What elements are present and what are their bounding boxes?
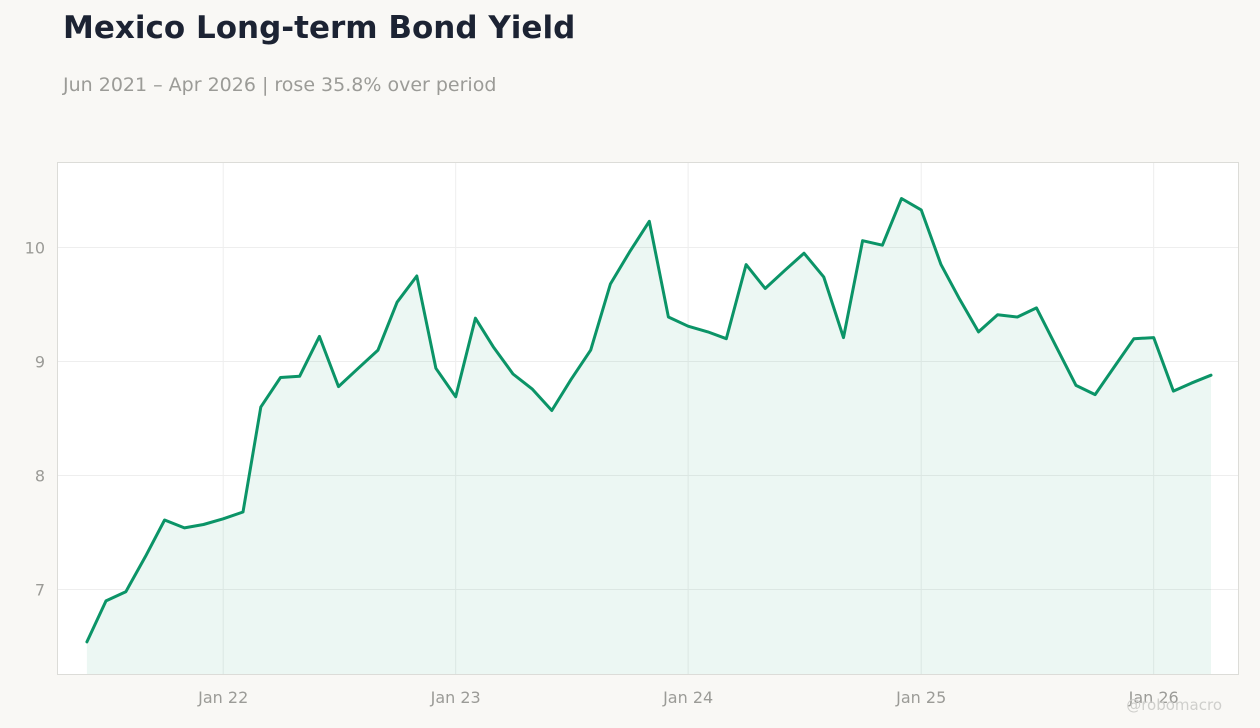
watermark: @robomacro (1126, 696, 1222, 714)
yield-series-line (85, 197, 1213, 644)
x-tick-label: Jan 24 (662, 688, 713, 707)
y-tick-label: 8 (35, 467, 45, 486)
x-tick-label: Jan 25 (895, 688, 946, 707)
x-tick-label: Jan 26 (1128, 688, 1179, 707)
x-axis-ticks: Jan 22 Jan 23 Jan 24 Jan 25 Jan 26 (197, 688, 1179, 707)
chart-subtitle: Jun 2021 – Apr 2026 | rose 35.8% over pe… (63, 74, 497, 96)
x-tick-label: Jan 22 (197, 688, 248, 707)
y-tick-label: 9 (35, 353, 45, 372)
x-tick-label: Jan 23 (430, 688, 481, 707)
grid-lines (57, 162, 1239, 675)
yield-area-fill (86, 198, 1211, 675)
plot-border (57, 162, 1239, 675)
chart-title: Mexico Long-term Bond Yield (63, 10, 576, 46)
y-tick-label: 10 (25, 239, 45, 258)
y-axis-ticks: 7 8 9 10 (25, 239, 45, 600)
y-tick-label: 7 (35, 581, 45, 600)
